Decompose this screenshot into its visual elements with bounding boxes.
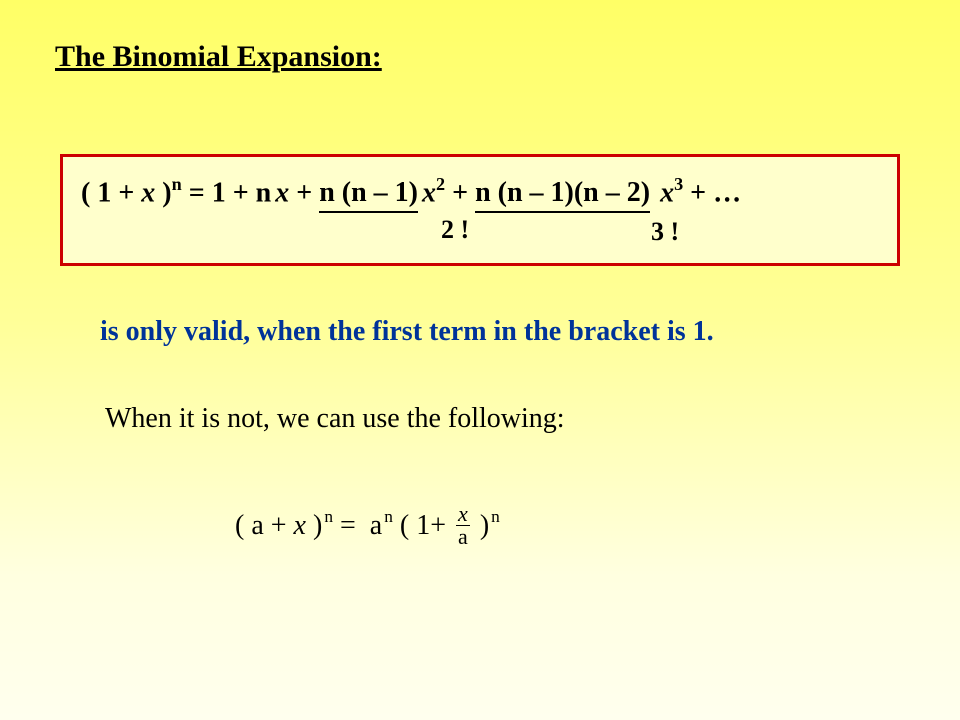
slide-title: The Binomial Expansion: bbox=[55, 40, 905, 74]
main-formula-box: ( 1 + x )n = 1 + nx + n (n – 1)x2 + n (n… bbox=[60, 154, 900, 266]
f-t2-x: x bbox=[422, 177, 436, 208]
validity-note: is only valid, when the first term in th… bbox=[100, 316, 905, 348]
f2-frac-den: a bbox=[456, 526, 470, 548]
f-lhs-exp: n bbox=[172, 174, 182, 194]
f-plus1: + bbox=[289, 177, 319, 208]
f-t1-x: x bbox=[275, 177, 289, 208]
denom-3fact: 3 ! bbox=[651, 217, 679, 247]
f-lhs-x: x bbox=[141, 177, 155, 208]
f2-eq: = bbox=[333, 510, 363, 541]
f-plus2: + bbox=[445, 177, 475, 208]
main-formula: ( 1 + x )n = 1 + nx + n (n – 1)x2 + n (n… bbox=[81, 175, 879, 213]
f-eq: = 1 + bbox=[182, 177, 256, 208]
f-lhs-open: ( 1 + bbox=[81, 177, 141, 208]
f-tail: + … bbox=[683, 177, 741, 208]
f-t3-x: x bbox=[660, 177, 674, 208]
f2-fraction: xa bbox=[456, 503, 470, 548]
f-t2-under: n (n – 1) bbox=[319, 176, 418, 213]
f2-lhs-exp: n bbox=[324, 507, 333, 526]
f2-lhs-open: ( a + bbox=[235, 510, 294, 541]
f2-a: a bbox=[370, 510, 382, 541]
slide: The Binomial Expansion: ( 1 + x )n = 1 +… bbox=[0, 0, 960, 720]
f2-a-exp: n bbox=[384, 507, 393, 526]
f2-lhs-x: x bbox=[294, 510, 306, 541]
f2-close2-exp: n bbox=[491, 507, 500, 526]
explain-text: When it is not, we can use the following… bbox=[105, 403, 905, 435]
f2-plus: + bbox=[430, 510, 453, 541]
secondary-formula: ( a + x )n = an ( 1+ xa )n bbox=[235, 505, 905, 550]
f2-open2: ( 1 bbox=[393, 510, 430, 541]
f2-close2: ) bbox=[473, 510, 489, 541]
f2-frac-num: x bbox=[456, 503, 470, 526]
denom-2fact: 2 ! bbox=[441, 215, 469, 245]
f-t3-exp: 3 bbox=[674, 174, 683, 194]
f2-lhs-close: ) bbox=[306, 510, 322, 541]
f-t2-exp: 2 bbox=[436, 174, 445, 194]
f-t1-n: n bbox=[256, 177, 272, 208]
f-lhs-close: ) bbox=[155, 177, 171, 208]
f-t3-under: n (n – 1)(n – 2) bbox=[475, 176, 650, 213]
